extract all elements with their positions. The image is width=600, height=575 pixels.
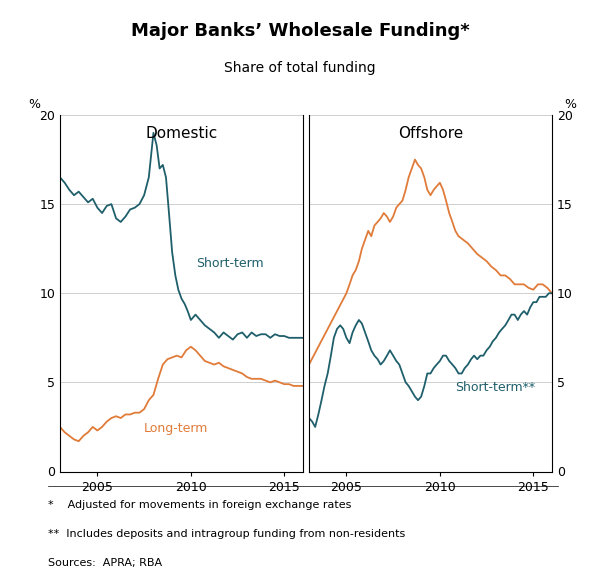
Text: **  Includes deposits and intragroup funding from non-residents: ** Includes deposits and intragroup fund… <box>48 529 405 539</box>
Text: Share of total funding: Share of total funding <box>224 61 376 75</box>
Text: Short-term**: Short-term** <box>455 381 535 394</box>
Text: %: % <box>564 98 576 112</box>
Text: Major Banks’ Wholesale Funding*: Major Banks’ Wholesale Funding* <box>131 22 469 40</box>
Text: Long-term: Long-term <box>144 422 208 435</box>
Text: Offshore: Offshore <box>398 126 463 141</box>
Text: Sources:  APRA; RBA: Sources: APRA; RBA <box>48 558 162 568</box>
Text: *    Adjusted for movements in foreign exchange rates: * Adjusted for movements in foreign exch… <box>48 500 352 510</box>
Text: Short-term: Short-term <box>196 256 264 270</box>
Text: %: % <box>28 98 40 112</box>
Text: Domestic: Domestic <box>145 126 218 141</box>
